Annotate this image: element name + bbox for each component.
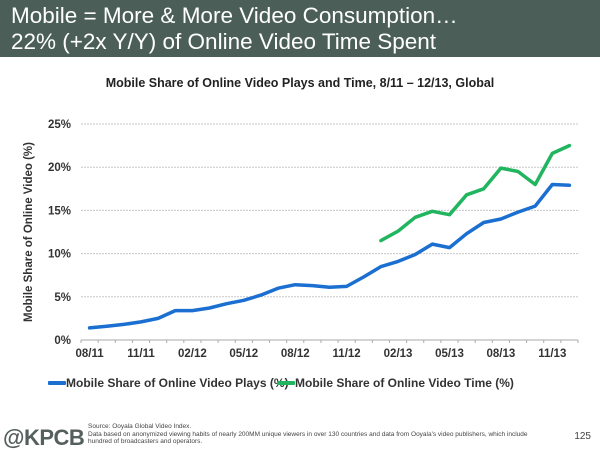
y-tick-label: 10% bbox=[48, 249, 71, 261]
x-tick-label: 05/12 bbox=[229, 348, 258, 360]
series-line-plays bbox=[87, 182, 572, 330]
slide-title-line-1: Mobile = More & More Video Consumption… bbox=[11, 3, 458, 28]
y-axis-ticks: 0% 5% 10% 15% 20% 25% bbox=[48, 119, 71, 347]
footer-notes: Source: Ooyala Global Video Index. Data … bbox=[88, 423, 538, 446]
source-note: Source: Ooyala Global Video Index. bbox=[88, 423, 192, 430]
y-tick-label: 20% bbox=[48, 162, 71, 174]
slide-title-line-2: 22% (+2x Y/Y) of Online Video Time Spent bbox=[11, 29, 437, 54]
x-tick-label: 02/12 bbox=[178, 348, 207, 360]
chart-legend: Mobile Share of Online Video Plays (%) M… bbox=[0, 376, 600, 396]
x-tick-label: 05/13 bbox=[435, 348, 464, 360]
gridlines bbox=[81, 123, 578, 298]
legend-swatch-time bbox=[277, 381, 295, 385]
x-tick-label: 08/12 bbox=[281, 348, 310, 360]
line-chart: 0%5%10%15%20%25% 08/11 11/11 02/12 05/12 08/… bbox=[23, 119, 579, 360]
legend-item-time: Mobile Share of Online Video Time (%) bbox=[277, 376, 514, 390]
data-note: Data based on anonymized viewing habits … bbox=[88, 430, 528, 446]
x-tick-label: 11/12 bbox=[333, 348, 361, 360]
y-tick-label: 15% bbox=[48, 205, 71, 217]
legend-label-plays: Mobile Share of Online Video Plays (%) bbox=[66, 376, 289, 390]
series-line-time bbox=[379, 143, 572, 243]
x-tick-label: 08/13 bbox=[486, 348, 515, 360]
slide-header: Mobile = More & More Video Consumption… … bbox=[0, 0, 600, 57]
series-lines bbox=[87, 143, 572, 330]
y-axis-label: Mobile Share of Online Video (%) bbox=[23, 142, 35, 322]
chart-title: Mobile Share of Online Video Plays and T… bbox=[105, 76, 495, 90]
x-tick-label: 08/11 bbox=[75, 348, 104, 360]
x-tick-label: 02/13 bbox=[384, 348, 413, 360]
legend-label-time: Mobile Share of Online Video Time (%) bbox=[295, 376, 514, 390]
legend-swatch-plays bbox=[48, 381, 66, 385]
x-tick-label: 11/11 bbox=[127, 348, 155, 360]
y-tick-label: 25% bbox=[48, 119, 71, 131]
y-tick-label: 5% bbox=[54, 292, 71, 304]
page-number: 125 bbox=[574, 431, 591, 442]
y-tick-label: 0% bbox=[54, 335, 71, 347]
x-axis-tick-labels: 08/11 11/11 02/12 05/12 08/12 11/12 02/13 05/13… bbox=[75, 348, 566, 360]
x-axis bbox=[80, 339, 579, 343]
x-tick-label: 11/13 bbox=[538, 348, 566, 360]
kpcb-logo: @KPCB bbox=[3, 425, 85, 450]
legend-item-plays: Mobile Share of Online Video Plays (%) bbox=[48, 376, 289, 390]
